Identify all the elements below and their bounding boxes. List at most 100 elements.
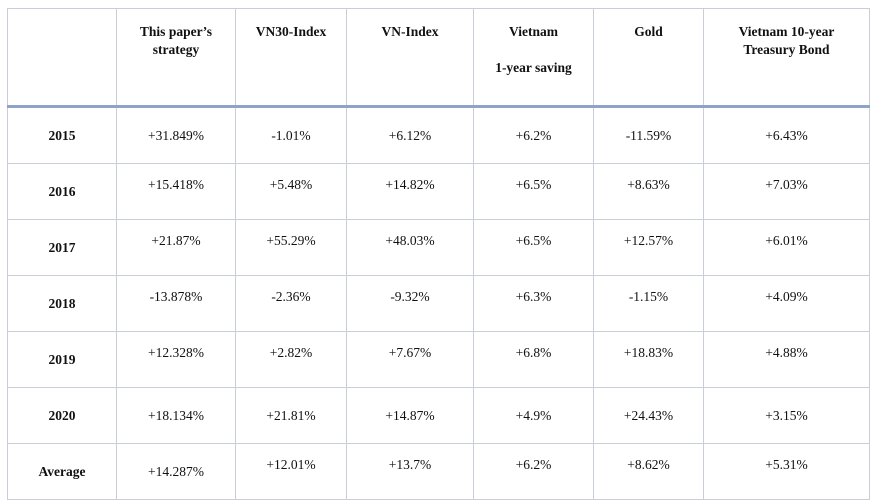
cell-strategy: +21.87% [116,219,236,276]
cell-gold: +12.57% [593,219,704,276]
cell-saving-value: +6.3% [515,288,552,304]
cell-saving: +4.9% [473,387,594,444]
cell-saving-value: +6.5% [515,232,552,248]
header-vnindex: VN-Index [346,8,474,108]
row-label: 2018 [7,275,117,332]
cell-vnindex: -9.32% [346,275,474,332]
header-strategy-line1: This paper’s [139,24,213,39]
table-row: 2020 +18.134% +21.81% +14.87% +4.9% +24.… [7,387,870,444]
cell-vnindex: +14.87% [346,387,474,444]
header-vn30-label: VN30-Index [255,24,327,39]
returns-table: This paper’s strategy VN30-Index VN-Inde… [7,8,870,500]
header-year [7,8,117,108]
row-label: 2016 [7,163,117,220]
cell-vnindex-value: -9.32% [390,288,430,304]
cell-gold: +8.62% [593,443,704,500]
cell-strategy-value: +15.418% [148,176,204,192]
cell-gold-value: +12.57% [623,232,674,248]
cell-saving: +6.3% [473,275,594,332]
cell-vnindex-value: +14.82% [385,176,435,192]
header-strategy: This paper’s strategy [116,8,236,108]
cell-bond-value: +4.88% [765,344,808,360]
cell-gold: -1.15% [593,275,704,332]
cell-saving: +6.5% [473,219,594,276]
header-saving-line1: Vietnam [509,24,558,39]
cell-vn30-value: +2.82% [269,344,313,360]
cell-saving-value: +6.2% [515,456,552,472]
header-bond-line1: Vietnam 10-year [738,24,835,39]
cell-vn30: -1.01% [235,106,347,164]
row-label: Average [7,443,117,500]
table-row: 2019 +12.328% +2.82% +7.67% +6.8% +18.83… [7,331,870,388]
cell-bond: +3.15% [703,387,870,444]
cell-vnindex: +14.82% [346,163,474,220]
row-label: 2020 [7,387,117,444]
cell-vnindex: +7.67% [346,331,474,388]
cell-bond: +4.88% [703,331,870,388]
cell-bond: +4.09% [703,275,870,332]
cell-vn30: +12.01% [235,443,347,500]
table-row: 2016 +15.418% +5.48% +14.82% +6.5% +8.63… [7,163,870,220]
header-row: This paper’s strategy VN30-Index VN-Inde… [7,8,870,108]
table-row: 2015 +31.849% -1.01% +6.12% +6.2% -11.59… [7,106,870,164]
header-bond-line2: Treasury Bond [743,42,830,57]
table-row: 2017 +21.87% +55.29% +48.03% +6.5% +12.5… [7,219,870,276]
cell-saving: +6.2% [473,106,594,164]
cell-vnindex-value: +13.7% [388,456,432,472]
cell-saving-value: +6.5% [515,176,552,192]
row-label: 2019 [7,331,117,388]
cell-vnindex: +48.03% [346,219,474,276]
table-row: Average +14.287% +12.01% +13.7% +6.2% +8… [7,443,870,500]
row-label: 2015 [7,106,117,164]
cell-strategy: +12.328% [116,331,236,388]
cell-gold: +8.63% [593,163,704,220]
cell-bond: +5.31% [703,443,870,500]
cell-bond: +7.03% [703,163,870,220]
header-vnindex-label: VN-Index [381,24,439,39]
cell-vn30: +2.82% [235,331,347,388]
cell-vnindex: +13.7% [346,443,474,500]
cell-gold: +24.43% [593,387,704,444]
header-strategy-line2: strategy [152,42,200,57]
cell-vn30: +5.48% [235,163,347,220]
cell-bond-value: +7.03% [765,176,808,192]
header-vn30: VN30-Index [235,8,347,108]
cell-vnindex-value: +48.03% [385,232,435,248]
cell-strategy: -13.878% [116,275,236,332]
cell-saving: +6.5% [473,163,594,220]
cell-vn30-value: +55.29% [266,232,316,248]
header-gold: Gold [593,8,704,108]
cell-vn30: -2.36% [235,275,347,332]
cell-gold-value: +8.63% [627,176,670,192]
cell-bond: +6.01% [703,219,870,276]
cell-strategy-value: +12.328% [148,344,204,360]
cell-gold: +18.83% [593,331,704,388]
cell-vn30-value: -2.36% [271,288,311,304]
header-bond: Vietnam 10-year Treasury Bond [703,8,870,108]
cell-vn30: +21.81% [235,387,347,444]
header-gold-label: Gold [634,24,663,39]
cell-gold-value: +18.83% [623,344,674,360]
cell-vn30: +55.29% [235,219,347,276]
cell-saving: +6.2% [473,443,594,500]
cell-strategy: +31.849% [116,106,236,164]
cell-vn30-value: +5.48% [269,176,313,192]
table-row: 2018 -13.878% -2.36% -9.32% +6.3% -1.15%… [7,275,870,332]
header-saving-line2: 1-year saving [495,60,572,75]
cell-bond-value: +5.31% [765,456,808,472]
row-label: 2017 [7,219,117,276]
cell-strategy-value: -13.878% [149,288,203,304]
cell-saving: +6.8% [473,331,594,388]
cell-vnindex-value: +7.67% [388,344,432,360]
cell-vn30-value: +12.01% [266,456,316,472]
header-saving: Vietnam 1-year saving [473,8,594,108]
cell-bond-value: +6.01% [765,232,808,248]
cell-strategy: +18.134% [116,387,236,444]
cell-saving-value: +6.8% [515,344,552,360]
cell-gold-value: -1.15% [628,288,669,304]
cell-bond: +6.43% [703,106,870,164]
cell-strategy: +14.287% [116,443,236,500]
cell-gold-value: +8.62% [627,456,670,472]
cell-vnindex: +6.12% [346,106,474,164]
cell-gold: -11.59% [593,106,704,164]
